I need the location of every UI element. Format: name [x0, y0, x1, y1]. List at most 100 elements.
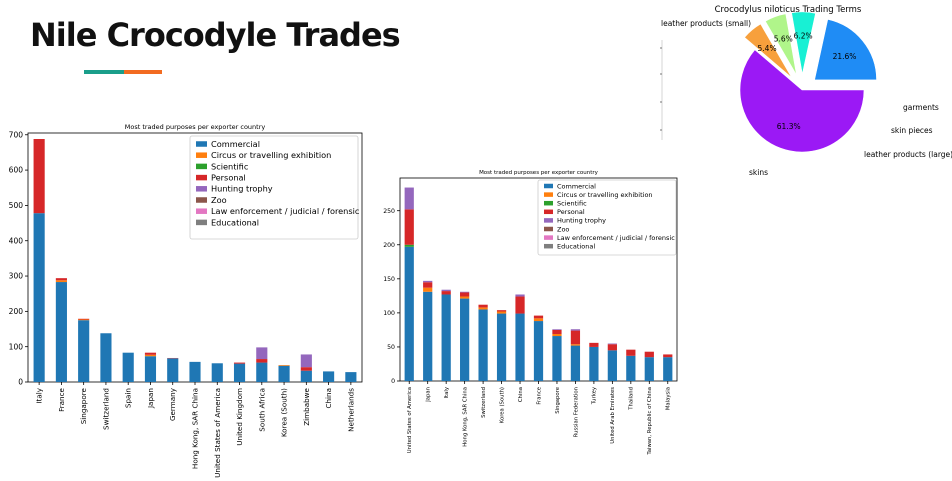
pie-category-label-leather-products-small: leather products (small) — [661, 19, 751, 28]
x-tick-label: United States of America — [407, 387, 413, 453]
bar-commercial-united-kingdom — [233, 363, 246, 382]
bar-personal-united-arab-emirates — [607, 344, 617, 351]
y-tick-label: 700 — [9, 130, 24, 139]
chart-title: Most traded purposes per exporter countr… — [479, 170, 599, 176]
legend-box — [537, 179, 677, 256]
bar-commercial-united-states-of-america — [404, 246, 414, 381]
accent-bar-orange — [124, 70, 162, 74]
x-tick-label: Malaysia — [666, 387, 672, 410]
bar-circus-or-travelling-exhibition-singapore — [552, 333, 562, 337]
bar-commercial-russian-federation — [570, 345, 581, 381]
bar-personal-singapore — [78, 318, 90, 320]
x-tick-label: United Kingdom — [235, 388, 244, 446]
pie-value-label-garments: 5.4% — [758, 44, 777, 53]
bar-personal-japan — [423, 282, 433, 288]
bar-commercial-france — [533, 321, 544, 381]
y-tick-label: 250 — [383, 208, 395, 215]
x-tick-label: Spain — [124, 388, 133, 408]
x-tick-label: Zimbabwe — [302, 387, 311, 425]
x-tick-label: Hong Kong, SAR China — [462, 387, 468, 447]
y-tick-label: 500 — [9, 201, 24, 210]
legend-label-scientific: Scientific — [211, 161, 248, 171]
pie-value-label-skins: 21.6% — [833, 52, 857, 61]
legend-label-commercial: Commercial — [211, 139, 260, 149]
x-tick-label: United Arab Emirates — [610, 387, 616, 444]
y-tick-label: 200 — [383, 242, 395, 249]
legend-label-law-enforcement-judicial-forensic: Law enforcement / judicial / forensic — [557, 234, 675, 242]
x-tick-label: Germany — [168, 387, 177, 421]
pie-slice-skin-pieces — [764, 13, 797, 76]
bar-personal-switzerland — [478, 304, 488, 308]
bar-commercial-italy — [441, 294, 451, 381]
x-tick-label: Italy — [444, 387, 450, 399]
legend-label-personal: Personal — [211, 172, 246, 182]
bar-commercial-singapore — [552, 336, 562, 381]
bar-hunting-trophy-united-arab-emirates — [607, 343, 617, 345]
legend-label-commercial: Commercial — [557, 182, 596, 190]
bar-commercial-japan — [144, 356, 157, 382]
bar-personal-malaysia — [663, 354, 673, 358]
pie-category-label-skin-pieces: skin pieces — [891, 126, 933, 135]
bar-circus-or-travelling-exhibition-japan — [423, 287, 433, 292]
bar-personal-china — [515, 296, 525, 314]
y-tick-label: 200 — [9, 307, 24, 316]
y-tick-label: 100 — [9, 342, 24, 351]
bar-commercial-germany — [167, 358, 179, 382]
x-tick-label: Thailand — [629, 387, 635, 411]
bar-commercial-france — [55, 282, 67, 382]
legend-swatch-hunting-trophy — [196, 186, 207, 192]
x-tick-label: United States of America — [213, 388, 222, 478]
x-tick-label: Netherlands — [346, 388, 355, 432]
legend-swatch-personal — [544, 209, 553, 215]
bar-commercial-italy — [33, 213, 45, 382]
legend-swatch-scientific — [544, 200, 553, 206]
bar-personal-korea-south — [496, 310, 507, 312]
bar-circus-or-travelling-exhibition-japan — [144, 354, 157, 357]
bar-personal-turkey — [589, 342, 599, 347]
pie-slice-garments — [744, 23, 792, 78]
y-tick-label: 50 — [387, 344, 395, 351]
y-tick-label: 100 — [383, 310, 395, 317]
bar-hunting-trophy-south-africa — [256, 347, 268, 360]
x-tick-label: France — [57, 387, 66, 411]
legend-label-scientific: Scientific — [557, 199, 587, 207]
pie-value-label-leather-products-small: 61.3% — [777, 122, 801, 131]
bar-hunting-trophy-china — [515, 294, 525, 297]
legend-label-hunting-trophy: Hunting trophy — [211, 184, 273, 194]
legend-swatch-educational — [544, 243, 553, 249]
bar-commercial-malaysia — [663, 357, 673, 381]
bar-commercial-china — [515, 313, 525, 381]
legend-label-law-enforcement-judicial-forensic: Law enforcement / judicial / forensic — [211, 206, 359, 216]
x-tick-label: China — [518, 387, 524, 402]
bar-personal-taiwan-republic-of-china — [644, 351, 654, 358]
bar-hunting-trophy-singapore — [552, 329, 562, 330]
bar-circus-or-travelling-exhibition-france — [55, 280, 67, 283]
bar-personal-zimbabwe — [300, 367, 312, 371]
legend-swatch-circus-or-travelling-exhibition — [196, 152, 207, 158]
bar-commercial-korea-south — [278, 365, 290, 382]
bar-personal-japan — [144, 352, 157, 355]
x-tick-label: Hong Kong, SAR China — [191, 388, 200, 469]
bar-commercial-singapore — [78, 320, 90, 382]
legend-box — [189, 135, 359, 240]
legend-label-personal: Personal — [557, 208, 585, 216]
pie-chart-trading-terms: Crocodylus niloticus Trading Terms 61.3% l… — [660, 5, 952, 177]
bar-personal-italy — [33, 139, 45, 214]
bar-circus-or-travelling-exhibition-korea-south — [496, 311, 507, 314]
bar-hunting-trophy-united-states-of-america — [404, 187, 414, 210]
y-tick-label: 150 — [383, 276, 395, 283]
slide-title: Nile Crocodyle Trades — [30, 16, 401, 54]
bar-chart-exporters-1: Most traded purposes per exporter countr… — [9, 123, 363, 478]
x-tick-label: Switzerland — [101, 388, 110, 430]
pie-slice-leather-products-large — [791, 11, 816, 74]
x-tick-label: South Africa — [257, 388, 266, 432]
legend-swatch-scientific — [196, 163, 207, 170]
bar-hunting-trophy-japan — [423, 280, 433, 283]
pie-category-label-skins: skins — [749, 168, 768, 177]
bar-personal-united-states-of-america — [404, 209, 414, 245]
bar-commercial-thailand — [626, 355, 636, 381]
legend-swatch-personal — [196, 174, 207, 181]
x-tick-label: Japan — [146, 388, 155, 409]
x-tick-label: France — [536, 387, 542, 405]
